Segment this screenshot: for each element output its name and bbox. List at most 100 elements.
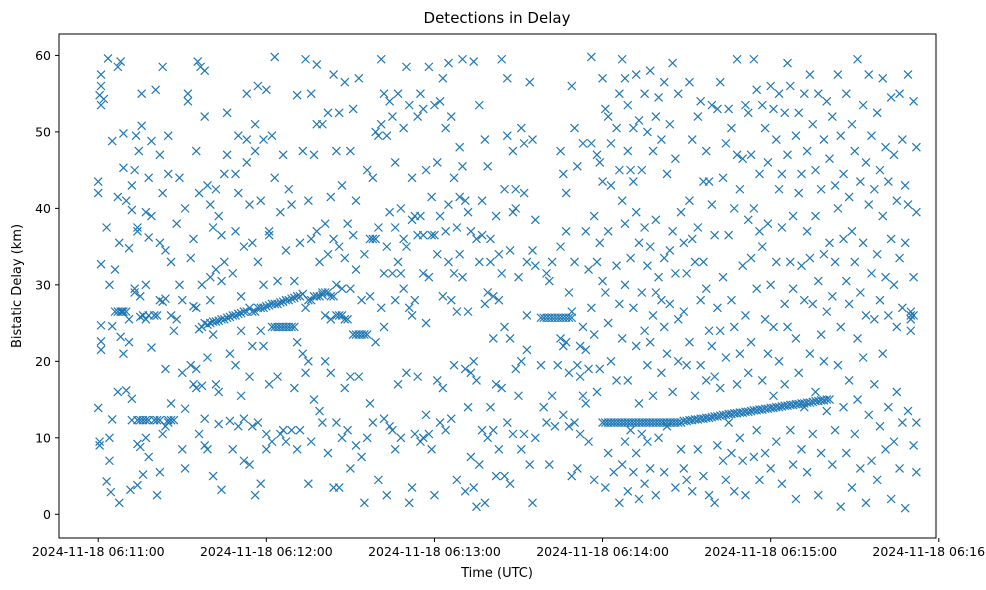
data-point: [343, 219, 353, 229]
data-point: [303, 356, 313, 366]
data-point: [441, 425, 451, 435]
data-point: [239, 414, 249, 424]
data-point: [847, 226, 857, 236]
data-point: [514, 272, 523, 282]
data-point: [438, 73, 448, 83]
data-point: [121, 196, 131, 206]
data-point: [623, 100, 633, 110]
data-point: [511, 184, 521, 194]
data-point: [595, 158, 605, 167]
data-point: [662, 169, 672, 179]
data-point: [343, 425, 353, 435]
data-point: [755, 169, 764, 179]
data-point: [620, 280, 630, 290]
data-point: [460, 486, 470, 496]
data-point: [147, 343, 156, 352]
data-point: [222, 108, 232, 118]
data-point: [883, 402, 893, 412]
data-point: [721, 353, 731, 362]
data-point: [410, 295, 420, 305]
data-point: [261, 444, 271, 454]
data-point: [278, 297, 288, 307]
data-point: [418, 268, 428, 278]
data-point: [883, 311, 893, 320]
data-point: [502, 131, 512, 141]
data-point: [578, 391, 588, 401]
data-point: [575, 372, 585, 382]
data-point: [306, 234, 316, 244]
data-point: [735, 184, 745, 194]
data-point: [130, 165, 140, 175]
data-point: [329, 234, 339, 244]
data-point: [853, 395, 862, 404]
data-point: [289, 322, 299, 332]
data-point: [606, 356, 616, 366]
data-point: [732, 150, 742, 160]
data-point: [133, 226, 142, 236]
data-point: [752, 425, 762, 435]
data-point: [261, 301, 271, 311]
data-point: [783, 150, 792, 160]
data-point: [651, 490, 661, 500]
data-point: [222, 150, 232, 160]
data-point: [656, 295, 666, 305]
data-point: [699, 471, 708, 481]
data-point: [676, 418, 686, 427]
data-point: [525, 77, 535, 87]
data-point: [825, 154, 834, 164]
data-point: [505, 246, 515, 255]
data-point: [469, 356, 479, 366]
data-point: [547, 257, 557, 267]
data-point: [589, 211, 599, 221]
data-point: [323, 249, 333, 259]
data-point: [861, 158, 871, 167]
data-point: [287, 294, 296, 304]
data-point: [152, 311, 162, 320]
data-point: [556, 146, 565, 156]
data-point: [368, 418, 378, 427]
plot-area: [58, 33, 937, 539]
data-point: [214, 211, 224, 221]
data-point: [536, 360, 546, 370]
data-point: [219, 169, 229, 179]
data-point: [869, 184, 879, 194]
data-point: [155, 295, 165, 305]
data-point: [194, 188, 204, 198]
data-point: [399, 123, 409, 133]
data-point: [317, 119, 327, 129]
data-point: [668, 387, 678, 397]
data-point: [486, 234, 495, 244]
data-point: [186, 253, 196, 263]
data-point: [135, 312, 145, 322]
data-point: [900, 238, 910, 248]
data-point: [292, 90, 302, 100]
data-point: [755, 475, 764, 485]
data-point: [413, 372, 423, 382]
data-point: [749, 452, 759, 462]
data-point: [645, 242, 655, 252]
data-point: [794, 368, 804, 378]
data-point: [480, 498, 490, 508]
data-point: [191, 303, 201, 313]
data-point: [544, 460, 554, 470]
data-point: [427, 444, 437, 454]
data-point: [250, 307, 260, 317]
data-point: [911, 467, 921, 477]
data-point: [508, 146, 518, 156]
data-point: [334, 311, 344, 320]
data-point: [553, 360, 563, 370]
data-point: [203, 353, 212, 362]
data-point: [592, 387, 602, 397]
plot-background: [59, 34, 936, 538]
data-point: [617, 333, 627, 343]
data-point: [203, 444, 212, 454]
data-point: [435, 418, 445, 427]
data-point: [715, 383, 725, 393]
data-point: [670, 268, 680, 278]
data-point: [163, 131, 173, 141]
data-point: [348, 104, 358, 114]
data-point: [463, 207, 473, 217]
data-point: [320, 288, 330, 297]
data-point: [654, 93, 664, 102]
data-point: [603, 112, 613, 122]
